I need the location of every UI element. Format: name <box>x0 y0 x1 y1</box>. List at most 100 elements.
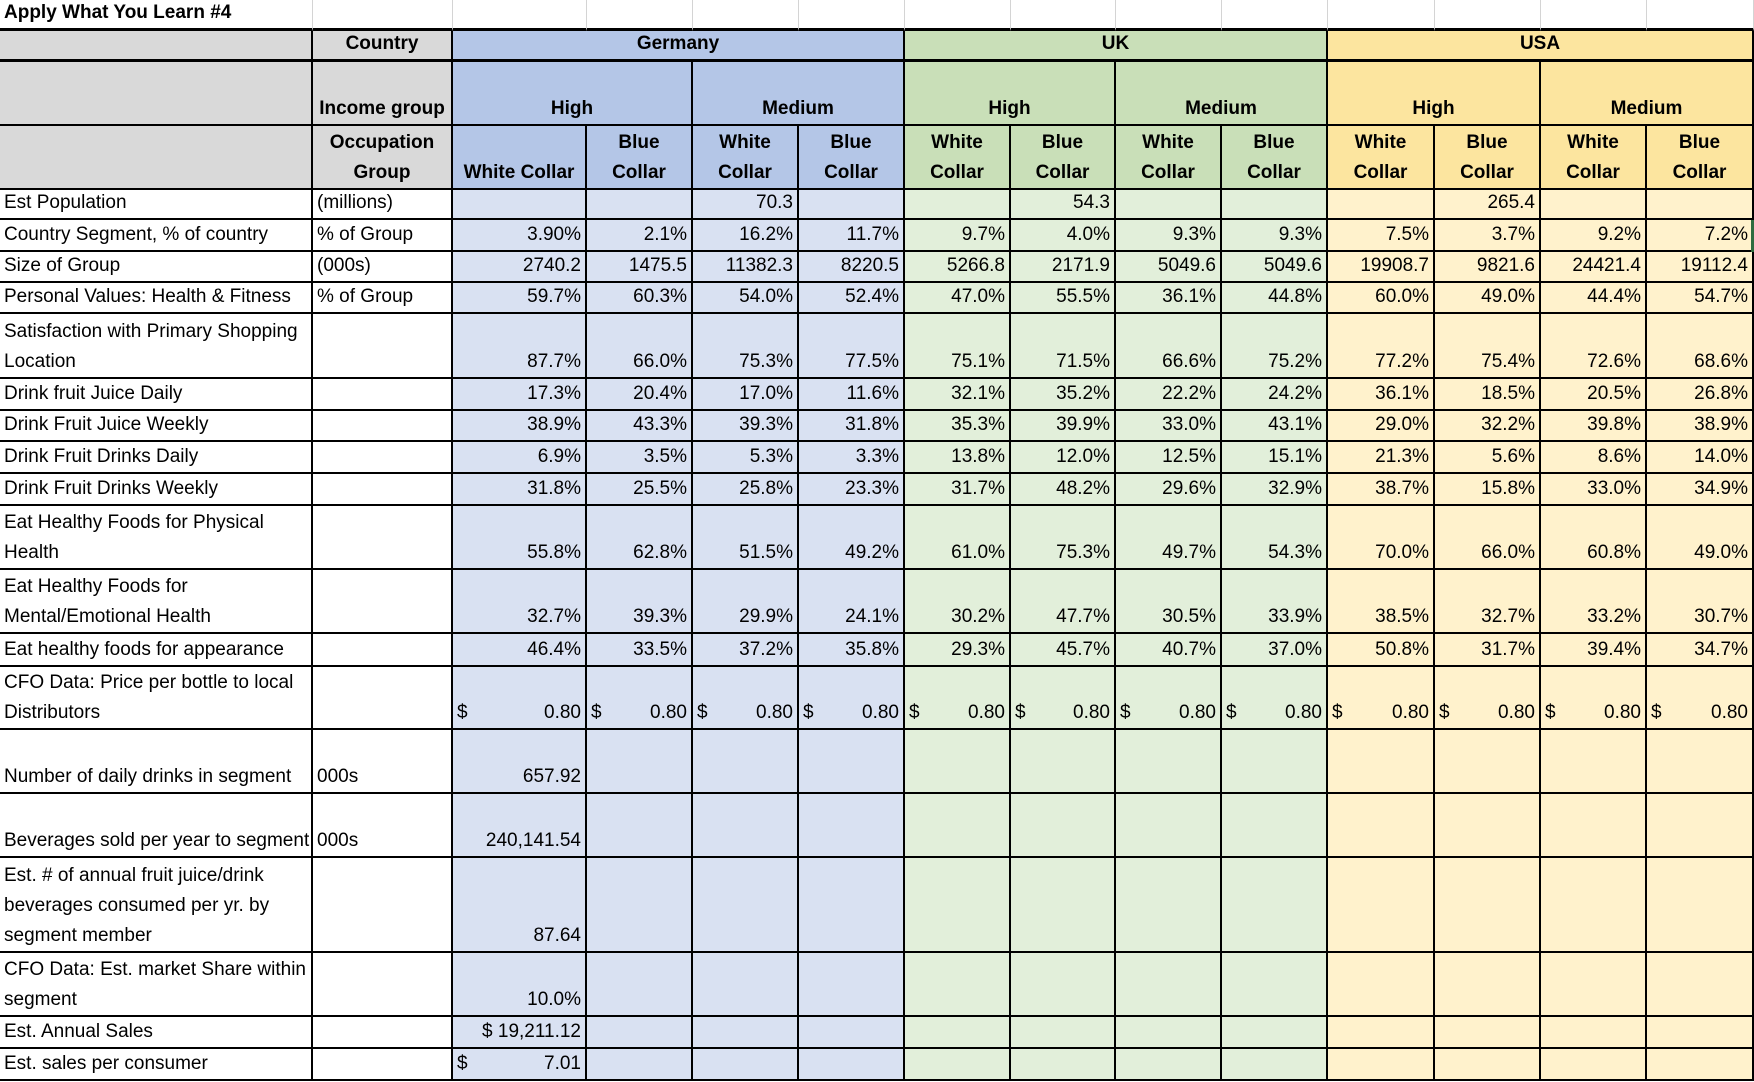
data-cell[interactable] <box>693 858 799 953</box>
data-cell[interactable]: 15.1% <box>1222 442 1328 474</box>
data-cell[interactable]: 47.7% <box>1011 570 1116 634</box>
data-cell[interactable]: 32.2% <box>1435 411 1541 442</box>
data-cell[interactable]: 61.0% <box>905 506 1011 570</box>
data-cell[interactable]: 31.8% <box>453 474 587 506</box>
data-cell[interactable]: 75.2% <box>1222 314 1328 379</box>
row-label[interactable]: Est. Annual Sales <box>0 1017 313 1049</box>
occupation-header[interactable]: White Collar <box>1541 126 1647 190</box>
data-cell[interactable]: 19112.4 <box>1647 252 1754 283</box>
data-cell[interactable]: 11382.3 <box>693 252 799 283</box>
data-cell[interactable]: 3.5% <box>587 442 693 474</box>
row-unit[interactable] <box>313 1049 453 1081</box>
data-cell[interactable] <box>587 1049 693 1081</box>
data-cell[interactable]: 60.0% <box>1328 283 1435 314</box>
data-cell[interactable]: 49.2% <box>799 506 905 570</box>
data-cell[interactable]: 24.2% <box>1222 379 1328 411</box>
data-cell[interactable]: 13.8% <box>905 442 1011 474</box>
data-cell[interactable]: 9.3% <box>1116 220 1222 252</box>
row-unit[interactable] <box>313 379 453 411</box>
data-cell[interactable]: 5.3% <box>693 442 799 474</box>
data-cell[interactable]: 34.9% <box>1647 474 1754 506</box>
income-header-medium[interactable]: Medium <box>693 62 905 126</box>
data-cell[interactable] <box>693 953 799 1017</box>
data-cell[interactable]: 2171.9 <box>1011 252 1116 283</box>
data-cell[interactable]: 4.0% <box>1011 220 1116 252</box>
header-blank[interactable] <box>0 31 313 62</box>
data-cell[interactable]: 49.0% <box>1435 283 1541 314</box>
data-cell[interactable]: 7.2% <box>1647 220 1754 252</box>
data-cell[interactable]: 7.5% <box>1328 220 1435 252</box>
data-cell[interactable]: 49.0% <box>1647 506 1754 570</box>
data-cell[interactable] <box>693 1049 799 1081</box>
data-cell[interactable]: 31.7% <box>905 474 1011 506</box>
row-label[interactable]: Eat Healthy Foods for Mental/Emotional H… <box>0 570 313 634</box>
empty-cell[interactable] <box>1116 0 1222 31</box>
data-cell[interactable]: 33.0% <box>1541 474 1647 506</box>
row-label[interactable]: Drink Fruit Drinks Daily <box>0 442 313 474</box>
data-cell[interactable] <box>587 730 693 794</box>
occupation-header[interactable]: Blue Collar <box>1222 126 1328 190</box>
data-cell[interactable]: 12.5% <box>1116 442 1222 474</box>
currency-cell[interactable]: $0.80 <box>453 667 587 730</box>
data-cell[interactable]: 77.5% <box>799 314 905 379</box>
data-cell[interactable]: 48.2% <box>1011 474 1116 506</box>
data-cell[interactable]: 38.9% <box>453 411 587 442</box>
occupation-header[interactable]: Blue Collar <box>1011 126 1116 190</box>
data-cell[interactable] <box>1011 858 1116 953</box>
row-unit[interactable] <box>313 411 453 442</box>
data-cell[interactable] <box>1222 858 1328 953</box>
empty-cell[interactable] <box>1222 0 1328 31</box>
data-cell[interactable] <box>1222 794 1328 858</box>
data-cell[interactable]: 36.1% <box>1116 283 1222 314</box>
data-cell[interactable]: 60.8% <box>1541 506 1647 570</box>
data-cell[interactable] <box>905 953 1011 1017</box>
data-cell[interactable]: 39.3% <box>587 570 693 634</box>
row-unit[interactable] <box>313 953 453 1017</box>
data-cell[interactable]: 49.7% <box>1116 506 1222 570</box>
data-cell[interactable] <box>1541 953 1647 1017</box>
row-label[interactable]: Personal Values: Health & Fitness <box>0 283 313 314</box>
data-cell[interactable] <box>587 953 693 1017</box>
data-cell[interactable] <box>693 730 799 794</box>
data-cell[interactable]: 31.8% <box>799 411 905 442</box>
row-label[interactable]: Drink Fruit Juice Weekly <box>0 411 313 442</box>
currency-cell[interactable]: $0.80 <box>693 667 799 730</box>
data-cell[interactable]: 39.3% <box>693 411 799 442</box>
row-label[interactable]: Drink Fruit Drinks Weekly <box>0 474 313 506</box>
data-cell[interactable] <box>693 1017 799 1049</box>
header-blank[interactable] <box>0 126 313 190</box>
data-cell[interactable] <box>1435 1049 1541 1081</box>
currency-cell[interactable]: $0.80 <box>1011 667 1116 730</box>
data-cell[interactable] <box>1222 953 1328 1017</box>
data-cell[interactable]: 9.3% <box>1222 220 1328 252</box>
income-header-medium[interactable]: Medium <box>1541 62 1754 126</box>
data-cell[interactable]: 44.8% <box>1222 283 1328 314</box>
data-cell[interactable] <box>905 1049 1011 1081</box>
data-cell[interactable]: 33.2% <box>1541 570 1647 634</box>
data-cell[interactable] <box>587 1017 693 1049</box>
data-cell[interactable] <box>693 794 799 858</box>
data-cell[interactable]: 29.3% <box>905 634 1011 667</box>
data-cell[interactable] <box>1222 730 1328 794</box>
data-cell[interactable]: 8220.5 <box>799 252 905 283</box>
data-cell[interactable] <box>1011 730 1116 794</box>
data-cell[interactable]: 32.1% <box>905 379 1011 411</box>
data-cell[interactable] <box>799 794 905 858</box>
data-cell[interactable] <box>1647 730 1754 794</box>
row-label[interactable]: CFO Data: Est. market Share within segme… <box>0 953 313 1017</box>
row-unit[interactable]: 000s <box>313 794 453 858</box>
data-cell[interactable]: 12.0% <box>1011 442 1116 474</box>
data-cell[interactable] <box>1116 730 1222 794</box>
data-cell[interactable]: 66.6% <box>1116 314 1222 379</box>
row-unit[interactable]: (millions) <box>313 190 453 220</box>
data-cell[interactable]: 5049.6 <box>1222 252 1328 283</box>
occupation-header[interactable]: Blue Collar <box>1435 126 1541 190</box>
data-cell[interactable]: 17.3% <box>453 379 587 411</box>
data-cell[interactable]: 66.0% <box>1435 506 1541 570</box>
income-group-label[interactable]: Income group <box>313 62 453 126</box>
data-cell[interactable] <box>1647 190 1754 220</box>
data-cell[interactable] <box>905 730 1011 794</box>
empty-cell[interactable] <box>693 0 799 31</box>
data-cell[interactable] <box>587 190 693 220</box>
data-cell[interactable]: 72.6% <box>1541 314 1647 379</box>
